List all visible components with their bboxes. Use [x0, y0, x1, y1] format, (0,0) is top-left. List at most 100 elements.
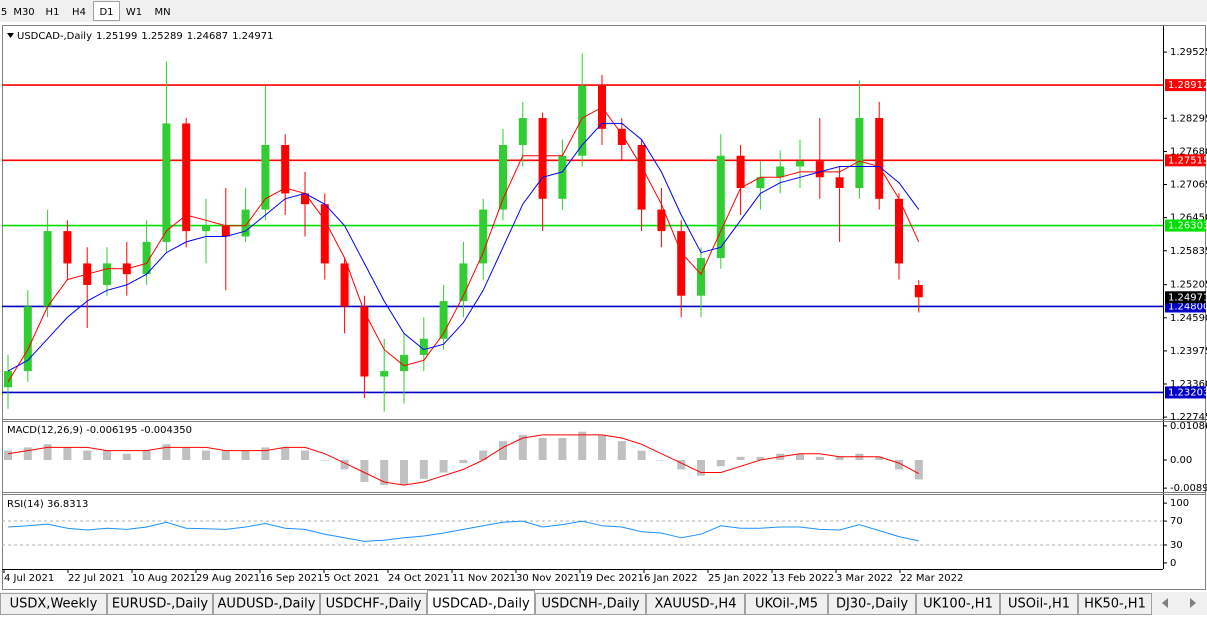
- timeframe-button[interactable]: 5: [1, 7, 7, 18]
- timeframe-button[interactable]: D1: [99, 7, 113, 18]
- symbol-tab-label[interactable]: AUDUSD-,Daily: [218, 597, 316, 612]
- timeframe-button[interactable]: W1: [126, 7, 142, 18]
- macd-bar: [380, 459, 389, 486]
- candle-body: [301, 193, 309, 205]
- scroll-right[interactable]: [1190, 598, 1196, 608]
- level-label-box: [1165, 154, 1206, 167]
- symbol-tab-label[interactable]: USDX,Weekly: [10, 597, 98, 612]
- macd-bar: [221, 450, 230, 460]
- macd-bar: [677, 459, 686, 470]
- indicator-title: RSI(14) 36.8313: [7, 499, 88, 510]
- x-tick-label: 6 Jan 2022: [644, 573, 698, 584]
- macd-bar: [796, 453, 804, 460]
- candle-body: [538, 118, 547, 199]
- symbol-tab-label[interactable]: USOil-,H1: [1008, 597, 1070, 612]
- level-label-box: [1165, 300, 1206, 313]
- symbol-tab-label[interactable]: DJ30-,Daily: [836, 597, 908, 612]
- candle-body: [835, 177, 844, 189]
- symbol-tab-label[interactable]: USDCAD-,Daily: [432, 597, 530, 612]
- candle-body: [895, 198, 903, 264]
- candle-body: [756, 177, 765, 189]
- menu-triangle[interactable]: [7, 33, 14, 38]
- macd-bar: [340, 459, 349, 470]
- macd-bar: [815, 456, 824, 460]
- candle-body: [716, 155, 725, 259]
- y-tick-label: 0.010869: [1170, 421, 1207, 432]
- rsi-line: [7, 520, 919, 542]
- candle-body: [518, 118, 527, 145]
- macd-signal: [7, 434, 920, 486]
- candle-body: [637, 144, 646, 210]
- candle-body: [241, 209, 250, 237]
- macd-bar: [63, 447, 72, 460]
- scroll-left[interactable]: [1162, 598, 1168, 608]
- candle-body: [459, 263, 468, 302]
- level-label: 1.27515: [1168, 155, 1207, 166]
- level-label: 1.23203: [1168, 387, 1207, 398]
- y-tick-label: 30: [1170, 540, 1183, 551]
- header-item: USDCAD-,Daily: [17, 31, 92, 42]
- x-tick-label: 22 Mar 2022: [900, 573, 963, 584]
- macd-bar: [439, 459, 448, 473]
- x-tick-label: 10 Aug 2021: [132, 573, 196, 584]
- symbol-tab-label[interactable]: USDCNH-,Daily: [541, 597, 639, 612]
- timeframe-active: [93, 1, 120, 21]
- macd-bar: [23, 447, 32, 460]
- macd-bar: [419, 459, 428, 479]
- y-tick-label: 1.25835: [1170, 246, 1207, 257]
- candle-body: [736, 155, 745, 189]
- x-tick-label: 19 Dec 2021: [580, 573, 644, 584]
- symbol-tab-label[interactable]: UKOil-,M5: [755, 597, 818, 612]
- candle-body: [400, 354, 408, 372]
- level-label: 1.26303: [1168, 221, 1207, 232]
- timeframe-button[interactable]: M30: [13, 7, 34, 18]
- timeframe-button[interactable]: H4: [72, 7, 86, 18]
- candle-body: [221, 225, 230, 237]
- moving-average: [7, 122, 920, 372]
- candle-body: [142, 241, 151, 275]
- symbol-tab-label[interactable]: UK100-,H1: [923, 597, 993, 612]
- candle-body: [23, 306, 32, 372]
- macd-bar: [459, 459, 468, 464]
- macd-bar: [538, 438, 547, 460]
- candle-body: [697, 258, 705, 296]
- timeframe-button[interactable]: H1: [46, 7, 60, 18]
- x-tick-label: 3 Mar 2022: [836, 573, 893, 584]
- candle-body: [419, 338, 428, 355]
- candle-body: [796, 161, 804, 167]
- timeframe-button[interactable]: MN: [154, 7, 170, 18]
- macd-bar: [202, 450, 210, 460]
- y-tick-label: 0.00: [1170, 455, 1192, 466]
- candle-body: [202, 225, 210, 232]
- candle-body: [340, 263, 349, 307]
- macd-bar: [301, 450, 309, 460]
- symbol-tab[interactable]: [427, 590, 535, 615]
- x-tick-label: 4 Jul 2021: [4, 573, 54, 584]
- y-tick-label: 70: [1170, 516, 1183, 527]
- macd-bar: [4, 450, 12, 460]
- macd-bar: [162, 444, 171, 460]
- candle-body: [360, 306, 369, 377]
- macd-bar: [43, 444, 52, 460]
- symbol-tab-label[interactable]: USDCHF-,Daily: [326, 597, 422, 612]
- symbol-tab-label[interactable]: HK50-,H1: [1084, 597, 1146, 612]
- symbol-tab-label[interactable]: EURUSD-,Daily: [112, 597, 209, 612]
- indicator-title: MACD(12,26,9) -0.006195 -0.004350: [7, 425, 192, 436]
- header-item: 1.24687: [187, 31, 228, 42]
- macd-bar: [360, 459, 369, 482]
- macd-bar: [142, 450, 151, 460]
- macd-bar: [716, 459, 725, 467]
- macd-bar: [320, 459, 329, 461]
- moving-average: [7, 106, 920, 383]
- macd-bar: [479, 450, 488, 460]
- macd-bar: [835, 456, 844, 460]
- symbol-tab-label[interactable]: XAUUSD-,H4: [655, 597, 737, 612]
- macd-bar: [914, 459, 923, 480]
- macd-bar: [400, 459, 408, 486]
- candle-body: [281, 144, 290, 194]
- y-tick-label: 1.22745: [1170, 412, 1207, 423]
- macd-bar: [756, 456, 765, 460]
- y-tick-label: 1.26450: [1170, 213, 1207, 224]
- last-price-label: 1.24971: [1168, 292, 1207, 303]
- y-tick-label: 1.24590: [1170, 313, 1207, 324]
